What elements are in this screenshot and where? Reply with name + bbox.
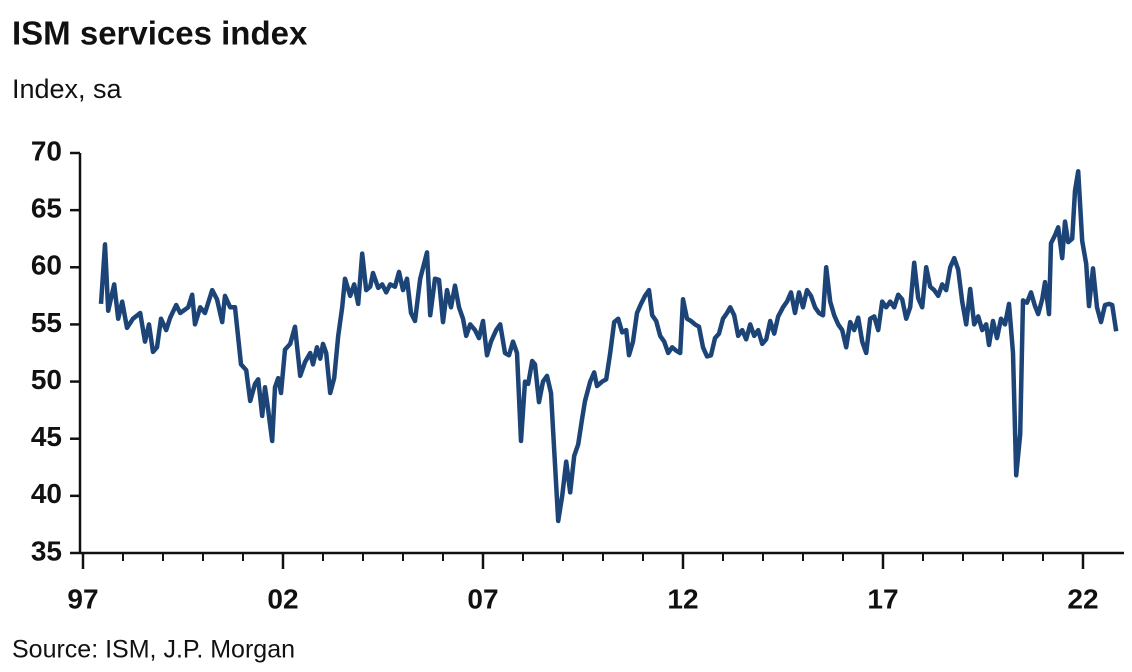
x-tick-label: 02 bbox=[267, 583, 298, 614]
y-tick-label: 65 bbox=[31, 193, 62, 224]
source-note: Source: ISM, J.P. Morgan bbox=[12, 636, 295, 664]
y-tick-label: 35 bbox=[31, 535, 62, 566]
x-tick-label: 22 bbox=[1067, 583, 1098, 614]
x-tick-label: 12 bbox=[667, 583, 698, 614]
y-tick-label: 40 bbox=[31, 478, 62, 509]
x-tick-label: 17 bbox=[867, 583, 898, 614]
x-tick-label: 07 bbox=[467, 583, 498, 614]
data-line bbox=[98, 169, 1119, 524]
chart-subtitle: Index, sa bbox=[12, 74, 123, 104]
y-tick-label: 45 bbox=[31, 421, 62, 452]
chart-title: ISM services index bbox=[12, 15, 308, 52]
y-tick-label: 60 bbox=[31, 250, 62, 281]
y-tick-label: 70 bbox=[31, 135, 62, 166]
y-tick-label: 50 bbox=[31, 364, 62, 395]
y-tick-label: 55 bbox=[31, 307, 62, 338]
x-tick-label: 97 bbox=[67, 583, 98, 614]
